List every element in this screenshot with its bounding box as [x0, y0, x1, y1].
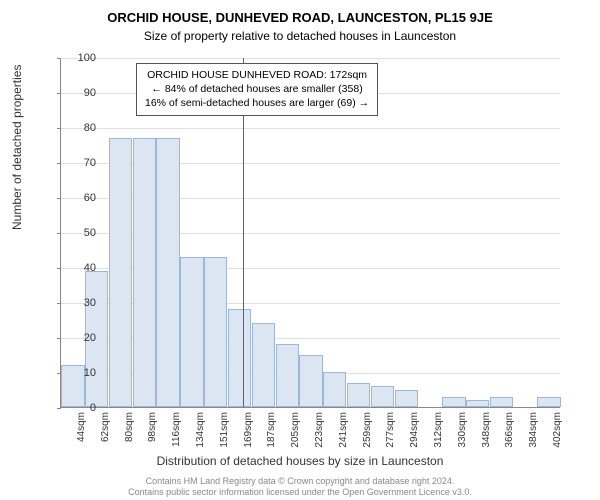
ytick-mark — [57, 303, 61, 304]
ytick-label: 40 — [66, 262, 96, 274]
ytick-mark — [57, 338, 61, 339]
ytick-label: 70 — [66, 157, 96, 169]
histogram-bar — [347, 383, 370, 408]
info-box-line2: ← 84% of detached houses are smaller (35… — [145, 82, 369, 96]
ytick-mark — [57, 198, 61, 199]
y-axis-label: Number of detached properties — [10, 65, 24, 230]
ytick-label: 30 — [66, 297, 96, 309]
histogram-bar — [276, 344, 299, 407]
histogram-bar — [371, 386, 394, 407]
info-box: ORCHID HOUSE DUNHEVED ROAD: 172sqm← 84% … — [136, 63, 378, 116]
ytick-mark — [57, 93, 61, 94]
ytick-label: 60 — [66, 192, 96, 204]
histogram-bar — [323, 372, 346, 407]
histogram-bar — [180, 257, 203, 408]
ytick-mark — [57, 128, 61, 129]
histogram-bar — [252, 323, 275, 407]
histogram-bar — [395, 390, 418, 408]
histogram-bar — [204, 257, 227, 408]
plot-area: 44sqm62sqm80sqm98sqm116sqm134sqm151sqm16… — [60, 58, 560, 408]
ytick-label: 0 — [66, 402, 96, 414]
attribution-line2: Contains public sector information licen… — [0, 487, 600, 498]
ytick-label: 80 — [66, 122, 96, 134]
histogram-bar — [109, 138, 132, 408]
histogram-bar — [537, 397, 560, 408]
ytick-mark — [57, 268, 61, 269]
x-axis-label: Distribution of detached houses by size … — [0, 454, 600, 468]
attribution-text: Contains HM Land Registry data © Crown c… — [0, 476, 600, 498]
info-box-line1: ORCHID HOUSE DUNHEVED ROAD: 172sqm — [145, 68, 369, 82]
histogram-bar — [466, 400, 489, 407]
gridline — [61, 58, 560, 59]
ytick-mark — [57, 163, 61, 164]
histogram-bar — [299, 355, 322, 408]
histogram-bar — [442, 397, 465, 408]
histogram-bar — [156, 138, 179, 408]
histogram-bar — [490, 397, 513, 408]
ytick-label: 100 — [66, 52, 96, 64]
ytick-mark — [57, 233, 61, 234]
gridline — [61, 128, 560, 129]
chart-subtitle: Size of property relative to detached ho… — [0, 25, 600, 43]
histogram-bar — [133, 138, 156, 408]
ytick-label: 10 — [66, 367, 96, 379]
info-box-line3: 16% of semi-detached houses are larger (… — [145, 96, 369, 110]
ytick-label: 90 — [66, 87, 96, 99]
chart-title: ORCHID HOUSE, DUNHEVED ROAD, LAUNCESTON,… — [0, 0, 600, 25]
histogram-bar — [228, 309, 251, 407]
ytick-mark — [57, 408, 61, 409]
ytick-label: 50 — [66, 227, 96, 239]
ytick-label: 20 — [66, 332, 96, 344]
attribution-line1: Contains HM Land Registry data © Crown c… — [0, 476, 600, 487]
ytick-mark — [57, 58, 61, 59]
